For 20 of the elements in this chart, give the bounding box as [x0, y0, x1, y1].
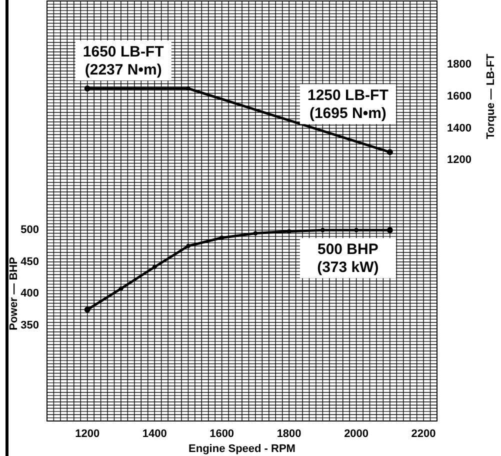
x-tick-label: 1200 [75, 428, 100, 440]
y-axis-title: Power — BHP [8, 257, 20, 330]
y-tick-label: 450 [20, 256, 39, 268]
y2-tick-label: 1600 [447, 90, 472, 102]
y-tick-label: 400 [20, 288, 39, 300]
y2-tick-label: 1800 [447, 58, 472, 71]
x-tick-label: 2200 [411, 428, 436, 440]
x-tick-label: 1800 [276, 428, 302, 440]
x-tick-label: 2000 [344, 428, 369, 440]
y-tick-label: 350 [20, 320, 39, 332]
x-axis-title: Engine Speed - RPM [188, 443, 296, 455]
x-tick-label: 1400 [142, 428, 167, 440]
data-label: 1250 LB-FT (1695 N•m) [308, 87, 388, 122]
y-tick-label: 500 [20, 224, 39, 236]
data-label: 500 BHP (373 kW) [317, 241, 379, 276]
y2-axis-title: Torque — LB-FT [485, 54, 497, 140]
y2-tick-label: 1400 [447, 122, 472, 134]
x-tick-label: 1600 [210, 428, 234, 440]
data-label: 1650 LB-FT (2237 N•m) [82, 44, 164, 78]
y2-tick-label: 1200 [447, 154, 472, 166]
